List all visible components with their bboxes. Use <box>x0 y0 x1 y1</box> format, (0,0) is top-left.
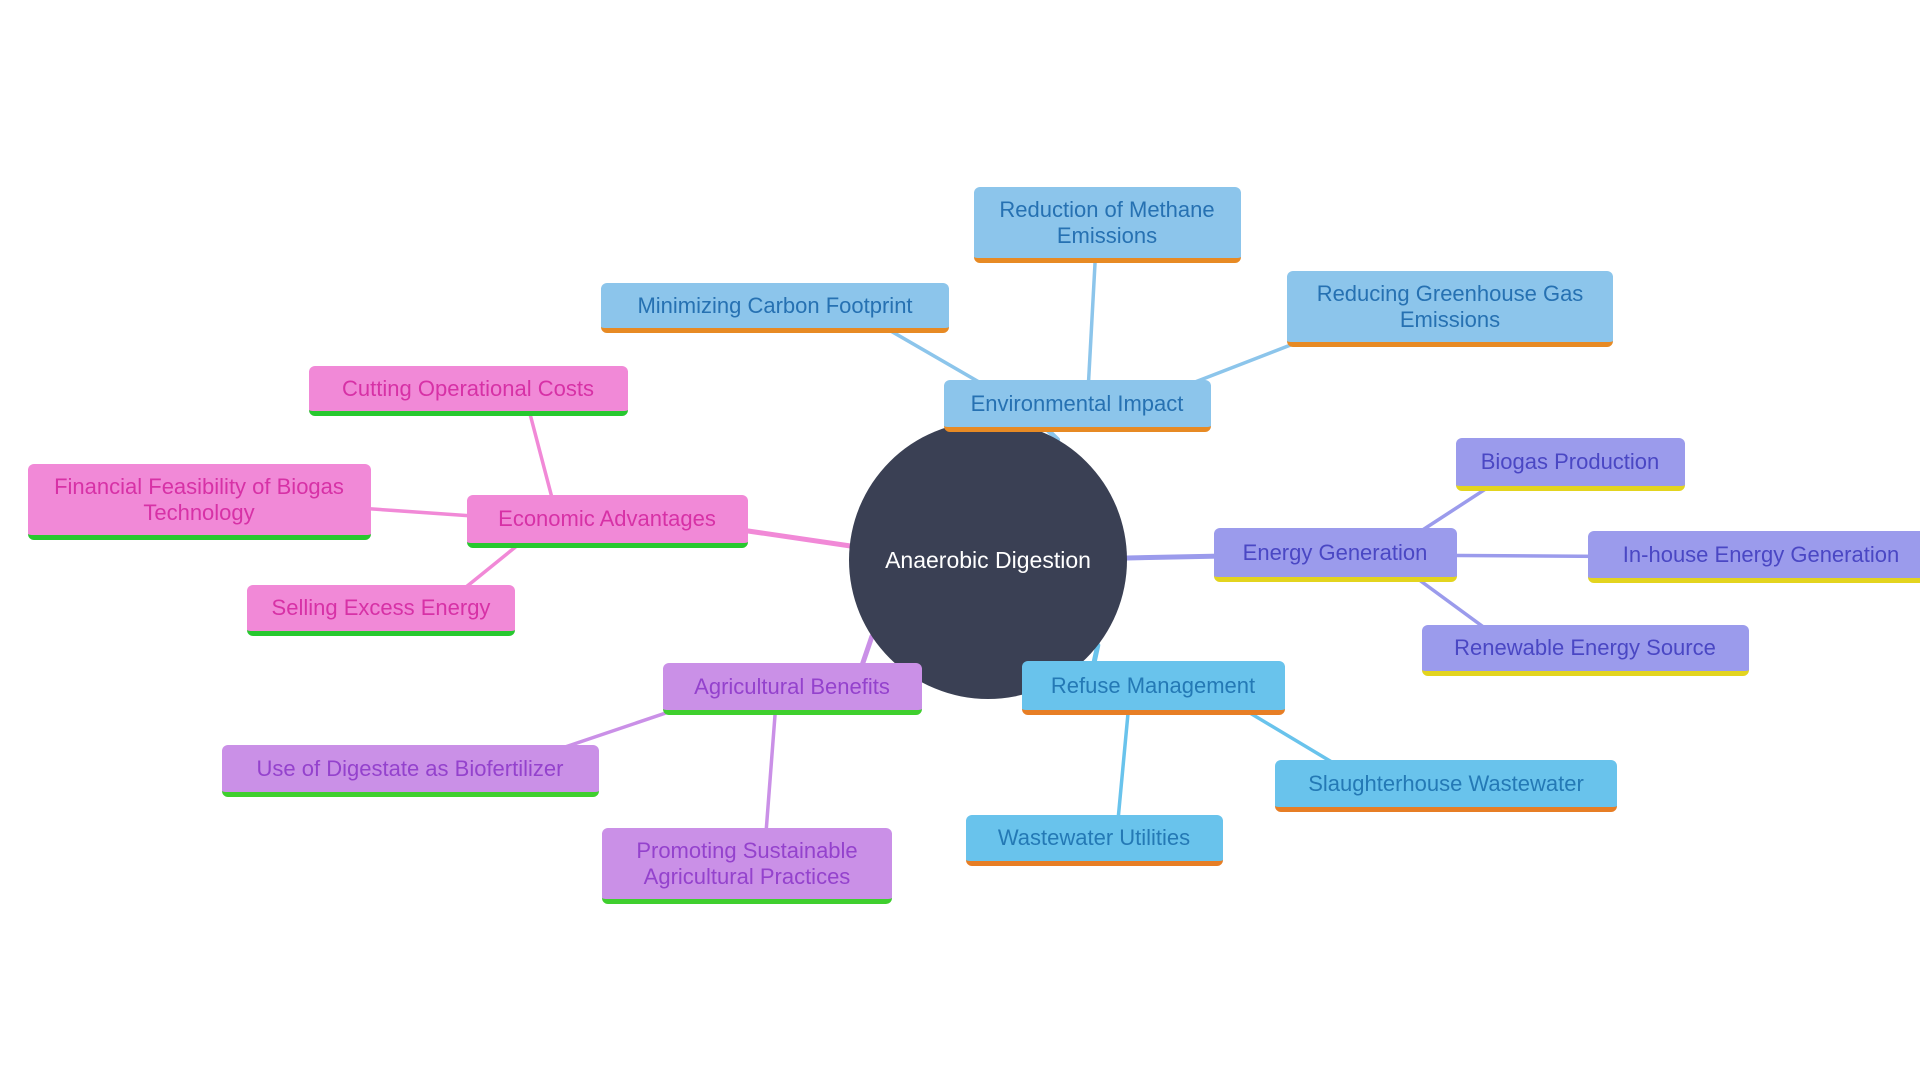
node-label: Reducing Greenhouse Gas Emissions <box>1299 281 1601 333</box>
node-label: Use of Digestate as Biofertilizer <box>257 756 564 782</box>
node-label: Wastewater Utilities <box>998 825 1190 851</box>
center-node: Anaerobic Digestion <box>849 421 1127 699</box>
center-label: Anaerobic Digestion <box>885 547 1091 574</box>
node-energy-inhouse: In-house Energy Generation <box>1588 531 1920 583</box>
node-agri: Agricultural Benefits <box>663 663 922 715</box>
node-econ-feasibility: Financial Feasibility of Biogas Technolo… <box>28 464 371 540</box>
node-energy-renewable: Renewable Energy Source <box>1422 625 1749 676</box>
node-agri-digestate: Use of Digestate as Biofertilizer <box>222 745 599 797</box>
node-env: Environmental Impact <box>944 380 1211 432</box>
node-label: Biogas Production <box>1481 449 1660 475</box>
node-label: Slaughterhouse Wastewater <box>1308 771 1584 797</box>
node-econ-selling: Selling Excess Energy <box>247 585 515 636</box>
node-label: Agricultural Benefits <box>694 674 890 700</box>
node-label: Environmental Impact <box>971 391 1184 417</box>
node-label: Energy Generation <box>1243 540 1428 566</box>
node-env-methane: Reduction of Methane Emissions <box>974 187 1241 263</box>
node-label: Refuse Management <box>1051 673 1255 699</box>
node-label: Financial Feasibility of Biogas Technolo… <box>40 474 359 526</box>
node-label: Minimizing Carbon Footprint <box>637 293 912 319</box>
node-econ: Economic Advantages <box>467 495 748 548</box>
node-refuse-waste: Wastewater Utilities <box>966 815 1223 866</box>
node-env-carbon: Minimizing Carbon Footprint <box>601 283 949 333</box>
node-label: In-house Energy Generation <box>1623 542 1899 568</box>
node-econ-cut: Cutting Operational Costs <box>309 366 628 416</box>
node-refuse: Refuse Management <box>1022 661 1285 715</box>
node-label: Cutting Operational Costs <box>342 376 594 402</box>
node-energy-biogas: Biogas Production <box>1456 438 1685 491</box>
node-refuse-slaughter: Slaughterhouse Wastewater <box>1275 760 1617 812</box>
node-label: Economic Advantages <box>498 506 716 532</box>
node-agri-sustain: Promoting Sustainable Agricultural Pract… <box>602 828 892 904</box>
node-label: Promoting Sustainable Agricultural Pract… <box>614 838 880 890</box>
node-energy: Energy Generation <box>1214 528 1457 582</box>
node-env-ghg: Reducing Greenhouse Gas Emissions <box>1287 271 1613 347</box>
node-label: Renewable Energy Source <box>1454 635 1716 661</box>
node-label: Selling Excess Energy <box>272 595 491 621</box>
node-label: Reduction of Methane Emissions <box>986 197 1229 249</box>
